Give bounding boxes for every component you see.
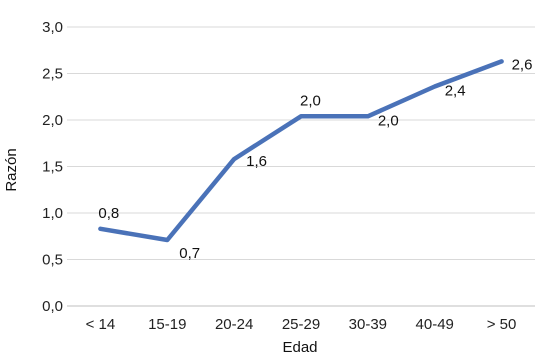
series-line xyxy=(98,59,504,243)
data-label: 2,0 xyxy=(300,92,321,109)
y-tick-label: 0,0 xyxy=(42,298,63,315)
y-tick-label: 0,5 xyxy=(42,252,63,269)
data-labels: 0,8 0,7 1,6 2,0 2,0 2,4 2,6 xyxy=(98,56,532,262)
y-axis-tick-labels: 0,0 0,5 1,0 1,5 2,0 2,5 3,0 xyxy=(42,19,63,315)
y-tick-label: 1,5 xyxy=(42,159,63,176)
data-label: 2,0 xyxy=(378,112,399,129)
gridlines xyxy=(67,26,535,307)
x-axis-tick-labels: < 14 15-19 20-24 25-29 30-39 40-49 > 50 xyxy=(86,316,517,333)
y-axis-title: Razón xyxy=(3,148,20,191)
y-tick-label: 2,5 xyxy=(42,66,63,83)
x-tick-label: 15-19 xyxy=(148,316,186,333)
x-tick-label: > 50 xyxy=(487,316,517,333)
y-tick-label: 3,0 xyxy=(42,19,63,36)
x-tick-label: 40-49 xyxy=(416,316,454,333)
x-tick-label: < 14 xyxy=(86,316,116,333)
x-tick-label: 20-24 xyxy=(215,316,253,333)
x-axis-title: Edad xyxy=(282,339,317,356)
data-label: 0,8 xyxy=(98,205,119,222)
x-tick-label: 25-29 xyxy=(282,316,320,333)
data-label: 2,4 xyxy=(445,83,466,100)
data-label: 0,7 xyxy=(179,245,200,262)
data-label: 1,6 xyxy=(246,153,267,170)
y-tick-label: 1,0 xyxy=(42,205,63,222)
data-label: 2,6 xyxy=(512,56,533,73)
x-tick-label: 30-39 xyxy=(349,316,387,333)
y-tick-label: 2,0 xyxy=(42,112,63,129)
